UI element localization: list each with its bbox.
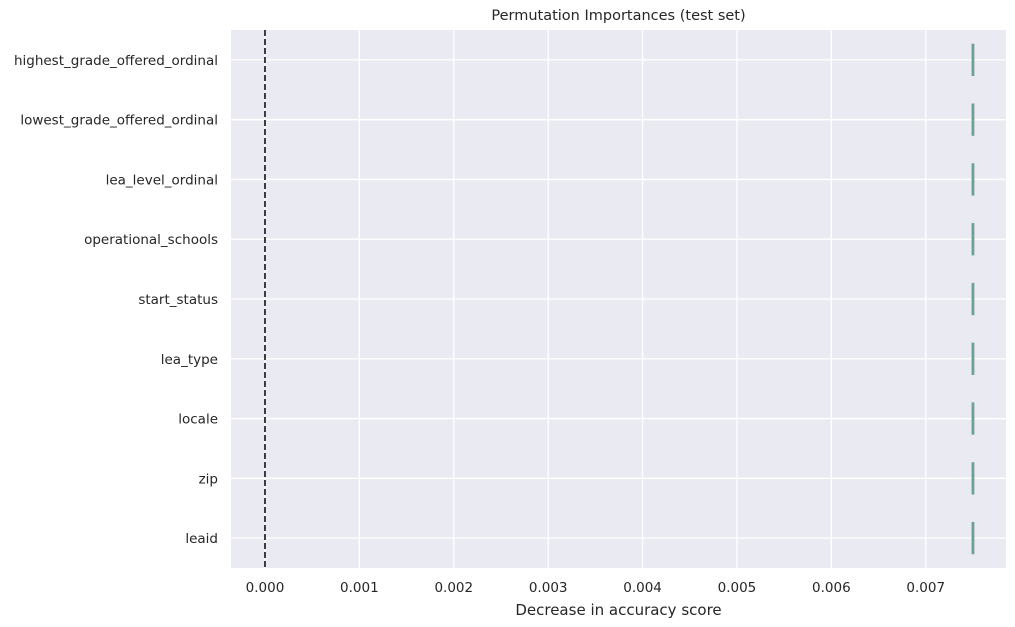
y-tick-label: locale [178, 412, 218, 428]
x-tick-label: 0.000 [246, 580, 285, 596]
y-tick-labels: highest_grade_offered_ordinal lowest_grad… [14, 53, 218, 547]
y-tick-label: lowest_grade_offered_ordinal [20, 113, 218, 129]
x-tick-label: 0.004 [623, 580, 662, 596]
x-tick-label: 0.005 [718, 580, 757, 596]
x-axis-label: Decrease in accuracy score [515, 601, 721, 619]
y-tick-label: highest_grade_offered_ordinal [14, 53, 218, 69]
x-tick-label: 0.001 [340, 580, 379, 596]
y-grid [231, 59, 1006, 539]
y-tick-label: start_status [138, 292, 218, 308]
x-tick-label: 0.007 [906, 580, 945, 596]
y-tick-label: lea_type [161, 352, 218, 368]
x-tick-label: 0.003 [529, 580, 568, 596]
y-tick-label: operational_schools [84, 232, 218, 248]
x-tick-labels: 0.000 0.001 0.002 0.003 0.004 0.005 0.006 0.007 [246, 580, 945, 596]
y-tick-label: zip [199, 471, 218, 487]
x-tick-label: 0.006 [812, 580, 851, 596]
y-tick-label: leaid [185, 531, 218, 547]
y-tick-label: lea_level_ordinal [106, 172, 218, 188]
x-tick-label: 0.002 [434, 580, 473, 596]
chart-title: Permutation Importances (test set) [491, 8, 745, 24]
